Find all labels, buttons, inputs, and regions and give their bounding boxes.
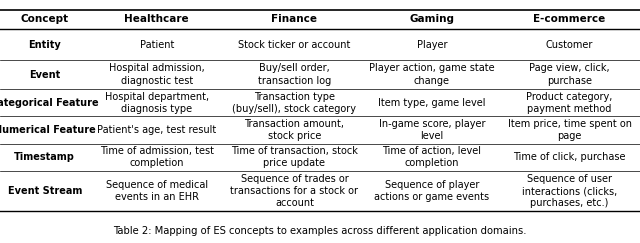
Text: Time of click, purchase: Time of click, purchase bbox=[513, 152, 626, 162]
Text: Time of admission, test
completion: Time of admission, test completion bbox=[100, 146, 214, 168]
Text: Transaction type
(buy/sell), stock category: Transaction type (buy/sell), stock categ… bbox=[232, 92, 356, 114]
Text: Transaction amount,
stock price: Transaction amount, stock price bbox=[244, 119, 344, 141]
Text: Categorical Feature: Categorical Feature bbox=[0, 98, 99, 108]
Text: Patient: Patient bbox=[140, 40, 174, 50]
Text: Entity: Entity bbox=[28, 40, 61, 50]
Text: Table 2: Mapping of ES concepts to examples across different application domains: Table 2: Mapping of ES concepts to examp… bbox=[113, 226, 527, 236]
Text: Player action, game state
change: Player action, game state change bbox=[369, 63, 495, 86]
Text: Buy/sell order,
transaction log: Buy/sell order, transaction log bbox=[258, 63, 331, 86]
Text: Sequence of medical
events in an EHR: Sequence of medical events in an EHR bbox=[106, 180, 208, 202]
Text: Stock ticker or account: Stock ticker or account bbox=[238, 40, 351, 50]
Text: Event: Event bbox=[29, 70, 60, 80]
Text: Time of transaction, stock
price update: Time of transaction, stock price update bbox=[231, 146, 358, 168]
Text: Hospital admission,
diagnostic test: Hospital admission, diagnostic test bbox=[109, 63, 205, 86]
Text: Sequence of player
actions or game events: Sequence of player actions or game event… bbox=[374, 180, 490, 202]
Text: Numerical Feature: Numerical Feature bbox=[0, 125, 95, 135]
Text: Player: Player bbox=[417, 40, 447, 50]
Text: Patient's age, test result: Patient's age, test result bbox=[97, 125, 216, 135]
Text: In-game score, player
level: In-game score, player level bbox=[379, 119, 485, 141]
Text: Concept: Concept bbox=[20, 14, 69, 24]
Text: Time of action, level
completion: Time of action, level completion bbox=[383, 146, 481, 168]
Text: Sequence of user
interactions (clicks,
purchases, etc.): Sequence of user interactions (clicks, p… bbox=[522, 174, 617, 208]
Text: Timestamp: Timestamp bbox=[14, 152, 76, 162]
Text: Gaming: Gaming bbox=[410, 14, 454, 24]
Text: Event Stream: Event Stream bbox=[8, 186, 82, 196]
Text: Customer: Customer bbox=[546, 40, 593, 50]
Text: Page view, click,
purchase: Page view, click, purchase bbox=[529, 63, 610, 86]
Text: Product category,
payment method: Product category, payment method bbox=[527, 92, 612, 114]
Text: Sequence of trades or
transactions for a stock or
account: Sequence of trades or transactions for a… bbox=[230, 174, 358, 208]
Text: E-commerce: E-commerce bbox=[534, 14, 605, 24]
Text: Hospital department,
diagnosis type: Hospital department, diagnosis type bbox=[105, 92, 209, 114]
Text: Healthcare: Healthcare bbox=[125, 14, 189, 24]
Text: Item type, game level: Item type, game level bbox=[378, 98, 486, 108]
Text: Finance: Finance bbox=[271, 14, 317, 24]
Text: Item price, time spent on
page: Item price, time spent on page bbox=[508, 119, 632, 141]
